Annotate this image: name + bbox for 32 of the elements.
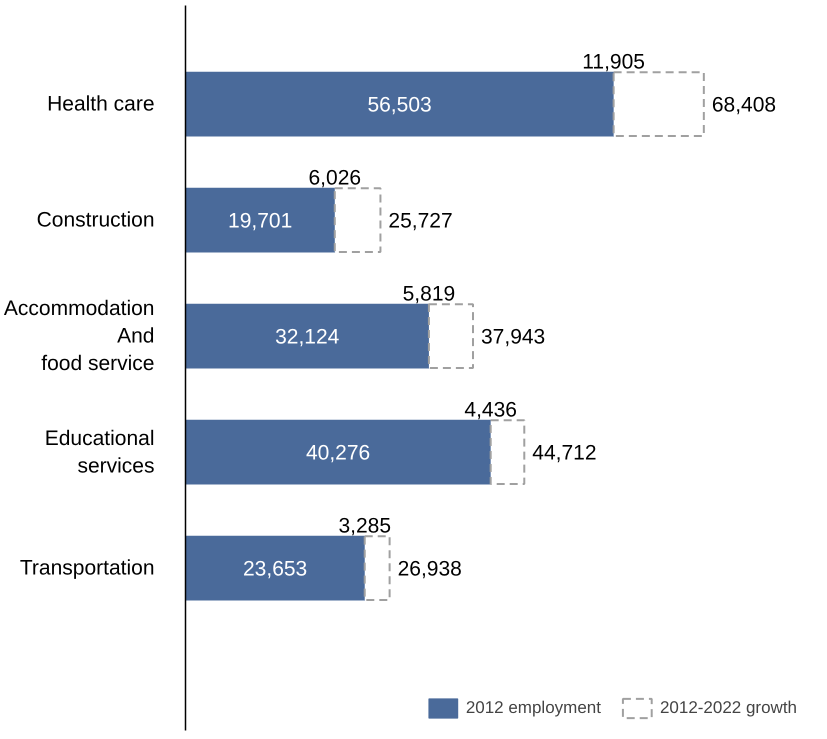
data-label: 23,653 [242,558,308,581]
bar [364,535,391,601]
data-label: 4,436 [464,398,517,422]
data-label: 56,503 [367,94,432,117]
bar [186,420,492,484]
data-label: 6,026 [308,166,362,190]
bar [186,188,336,252]
bar [186,304,430,368]
y-tick-label: Transportation [20,556,154,580]
bar [612,71,705,137]
legend-label: 2012-2022 growth [660,698,797,718]
data-label: 32,124 [275,326,340,349]
y-tick-label: Construction [36,208,154,232]
data-label: 3,285 [338,514,392,538]
total-label: 26,938 [398,558,462,581]
y-tick-label: Accommodation And food service [4,297,155,376]
data-label: 19,701 [228,210,292,233]
total-label: 68,408 [712,94,776,117]
total-label: 25,727 [388,210,453,233]
legend-label: 2012 employment [466,698,601,718]
bar [490,419,526,485]
data-label: 5,819 [402,282,456,306]
bar [186,72,614,136]
y-tick-label: Educational services [44,426,155,478]
y-tick-label: Health care [47,92,154,116]
bar [186,536,366,600]
data-label: 40,276 [306,442,370,465]
data-label: 11,905 [582,50,645,74]
total-label: 37,943 [480,326,546,349]
total-label: 44,712 [532,442,597,465]
bar [334,187,382,253]
bar [428,303,474,369]
